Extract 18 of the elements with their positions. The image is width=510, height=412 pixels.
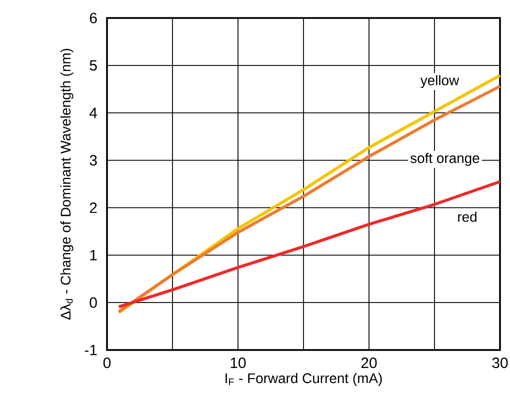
y-tick-label: 2 [90, 202, 97, 213]
series-label: yellow [420, 75, 460, 88]
y-tick-label: 4 [90, 108, 98, 118]
x-tick-label: 10 [230, 358, 246, 368]
y-axis-title: Δλ$_{d}$ - Change of Dominant Wavelength (nm) [60, 48, 74, 320]
series-label: red [458, 212, 476, 222]
y-tick-label: -1 [84, 344, 97, 356]
y-tick-label: 1 [90, 250, 97, 260]
series-label: soft orange [410, 152, 480, 166]
y-tick-label: 5 [90, 60, 97, 71]
x-axis-title: I$_{F}$ - Forward Current (mA) [226, 372, 382, 386]
line-series [117, 180, 502, 308]
y-tick-label: 3 [90, 154, 97, 166]
x-tick-label: 20 [361, 358, 377, 368]
x-tick-label: 0 [103, 358, 111, 368]
x-tick-label: 30 [492, 358, 508, 368]
y-tick-label: 6 [90, 12, 97, 24]
y-tick-label: 0 [90, 297, 97, 308]
